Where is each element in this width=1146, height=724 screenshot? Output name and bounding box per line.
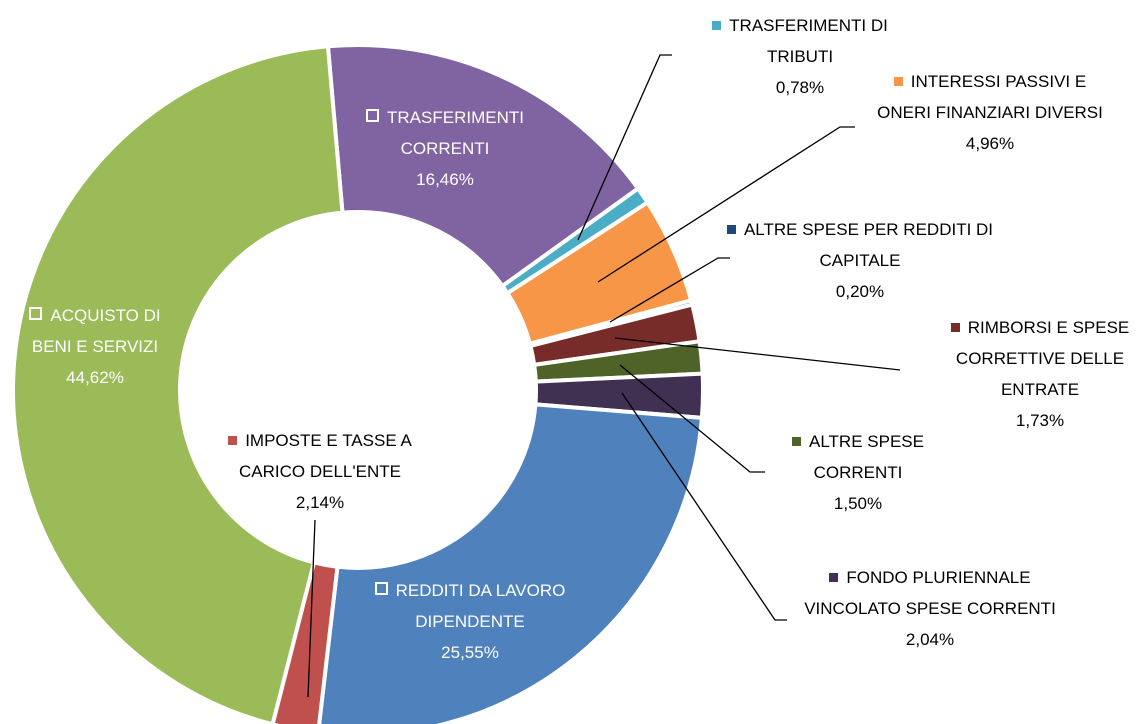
donut-slice	[317, 402, 705, 724]
slice-value: 2,14%	[295, 493, 345, 512]
slice-name: RIMBORSI E SPESE CORRETTIVE DELLE ENTRAT…	[955, 318, 1130, 399]
slice-name: FONDO PLURIENNALE VINCOLATO SPESE CORREN…	[804, 568, 1056, 618]
slice-name: ACQUISTO DI BENI E SERVIZI	[31, 306, 161, 356]
slice-name: REDDITI DA LAVORO DIPENDENTE	[395, 581, 566, 631]
slice-value: 25,55%	[441, 643, 499, 662]
legend-swatch	[893, 77, 903, 86]
legend-swatch	[726, 225, 736, 234]
leader-line	[307, 519, 316, 698]
leader-line	[597, 126, 855, 283]
slice-label: ALTRE SPESE PER REDDITI DI CAPITALE 0,20%	[725, 214, 995, 307]
legend-swatch	[950, 323, 960, 332]
slice-label: TRASFERIMENTI DI TRIBUTI 0,78%	[685, 10, 915, 103]
leader-line	[621, 392, 787, 621]
donut-slice	[325, 43, 641, 289]
slice-value: 0,78%	[775, 78, 825, 97]
slice-label: RIMBORSI E SPESE CORRETTIVE DELLE ENTRAT…	[930, 312, 1146, 436]
legend-swatch	[366, 109, 380, 122]
slice-label: TRASFERIMENTI CORRENTI 16,46%	[345, 102, 545, 195]
leader-line	[614, 337, 901, 371]
slice-label: ALTRE SPESE CORRENTI 1,50%	[778, 426, 938, 519]
slice-value: 16,46%	[416, 170, 474, 189]
slice-value: 0,20%	[835, 282, 885, 301]
legend-swatch	[712, 21, 722, 30]
slice-value: 2,04%	[905, 630, 955, 649]
slice-name: TRASFERIMENTI CORRENTI	[387, 108, 524, 158]
legend-swatch	[792, 437, 802, 446]
slice-label: FONDO PLURIENNALE VINCOLATO SPESE CORREN…	[795, 562, 1065, 655]
slice-value: 44,62%	[66, 368, 124, 387]
slice-name: ALTRE SPESE PER REDDITI DI CAPITALE	[743, 220, 994, 270]
slice-label: IMPOSTE E TASSE A CARICO DELL'ENTE 2,14%	[200, 425, 440, 518]
slice-name: TRASFERIMENTI DI TRIBUTI	[729, 16, 888, 66]
slice-name: ALTRE SPESE CORRENTI	[809, 432, 924, 482]
leader-line	[619, 364, 765, 473]
legend-swatch	[374, 582, 388, 595]
slice-label: INTERESSI PASSIVI E ONERI FINANZIARI DIV…	[865, 66, 1115, 159]
slice-value: 4,96%	[965, 134, 1015, 153]
leader-line	[609, 257, 730, 323]
donut-slice	[11, 44, 345, 724]
legend-swatch	[829, 573, 839, 582]
slice-value: 1,50%	[833, 494, 883, 513]
legend-swatch	[228, 436, 238, 445]
slice-label: REDDITI DA LAVORO DIPENDENTE 25,55%	[335, 575, 605, 668]
slice-name: INTERESSI PASSIVI E ONERI FINANZIARI DIV…	[877, 72, 1103, 122]
slice-label: ACQUISTO DI BENI E SERVIZI 44,62%	[20, 300, 170, 393]
slice-value: 1,73%	[1015, 411, 1065, 430]
leader-line	[577, 54, 672, 241]
legend-swatch	[29, 307, 43, 320]
slice-name: IMPOSTE E TASSE A CARICO DELL'ENTE	[239, 431, 412, 481]
